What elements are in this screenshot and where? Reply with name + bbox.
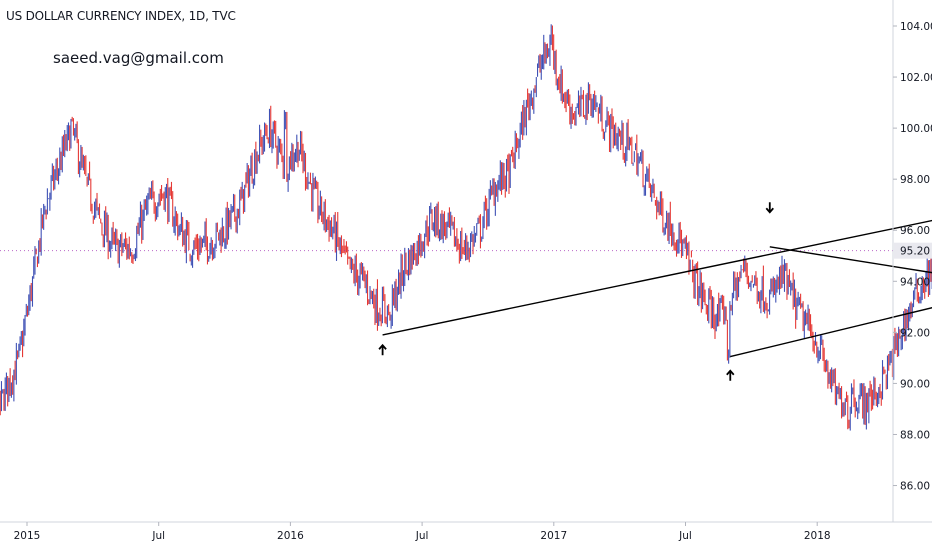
y-tick-label: 100.00: [900, 123, 932, 135]
x-tick-label: 2017: [540, 530, 567, 542]
trendline[interactable]: [382, 133, 932, 336]
x-tick-label: 2018: [804, 530, 831, 542]
drawings-layer: [0, 133, 932, 381]
chart-title: US DOLLAR CURRENCY INDEX, 1D, TVC: [6, 9, 236, 23]
current-price-label: 95.20: [900, 246, 930, 258]
y-tick-label: 98.00: [900, 174, 930, 186]
y-tick-label: 88.00: [900, 429, 930, 441]
x-tick-label: 2015: [14, 530, 41, 542]
x-tick-label: Jul: [151, 530, 165, 542]
current-price-badge: [894, 242, 932, 259]
trendline[interactable]: [769, 246, 932, 329]
y-tick-label: 94.00: [900, 276, 930, 288]
y-tick-label: 92.00: [900, 327, 930, 339]
y-tick-label: 90.00: [900, 378, 930, 390]
pivot-arrowhead-icon: [765, 207, 774, 214]
pivot-arrowhead-icon: [726, 369, 735, 376]
candles-layer: [0, 24, 932, 431]
x-tick-label: Jul: [678, 530, 692, 542]
y-tick-label: 102.00: [900, 72, 932, 84]
pivot-arrowhead-icon: [378, 343, 387, 350]
x-tick-label: 2016: [277, 530, 304, 542]
trendline[interactable]: [730, 206, 932, 358]
y-tick-label: 96.00: [900, 225, 930, 237]
x-tick-label: Jul: [415, 530, 429, 542]
axes-layer: 104.00 102.00 100.00 98.00 96.00 94.00 92.00 90…: [0, 0, 932, 542]
y-tick-label: 104.00: [900, 21, 932, 33]
y-tick-label: 86.00: [900, 481, 930, 493]
watermark-text: saeed.vag@gmail.com: [53, 49, 224, 67]
